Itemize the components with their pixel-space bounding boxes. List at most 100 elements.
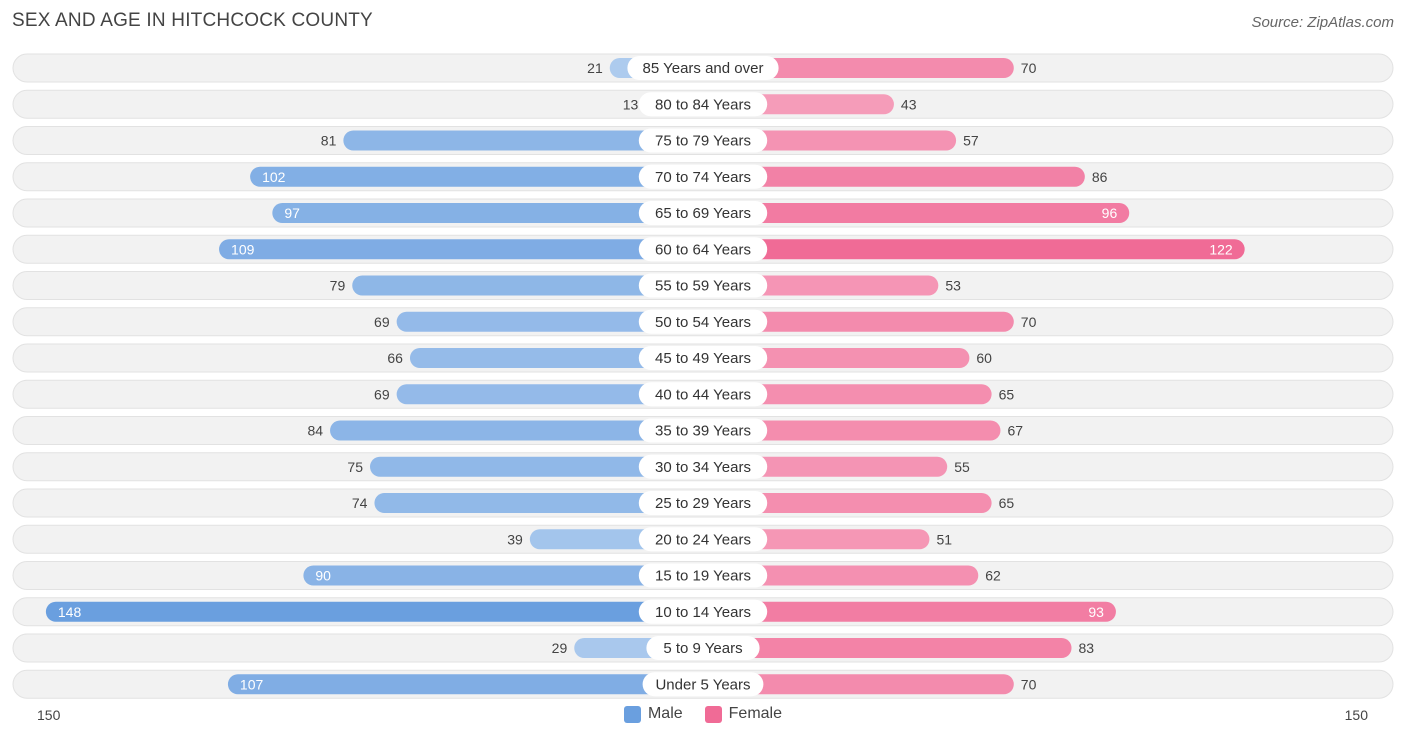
female-value-label: 60 [976,350,992,366]
category-label-pill [638,346,768,370]
male-value-label: 97 [284,205,300,221]
female-value-label: 57 [963,133,979,149]
axis-min-label: 150 [37,707,61,723]
male-bar [352,275,703,296]
category-label-pill [642,672,764,697]
category-label: 75 to 79 Years [655,133,751,150]
category-label-pill [638,527,768,552]
legend-male-label: Male [647,705,683,722]
male-value-label: 66 [387,350,403,366]
male-bar [45,601,703,622]
chart-legend: Male Female [0,705,1406,723]
chart-source: Source: ZipAtlas.com [1251,14,1394,31]
category-label: 45 to 49 Years [655,350,751,367]
male-bar [396,384,703,405]
chart-title: SEX AND AGE IN HITCHCOCK COUNTY [12,10,373,31]
female-bar [703,348,970,368]
category-label-pill [638,599,768,624]
category-label: 55 to 59 Years [655,278,751,295]
male-bar [370,456,703,477]
category-label-pill [646,636,760,660]
category-label: 70 to 74 Years [655,169,751,186]
category-label-pill [638,128,768,153]
female-value-label: 83 [1079,640,1095,656]
male-value-label: 69 [374,386,390,402]
female-value-label: 62 [985,568,1001,584]
category-label: 65 to 69 Years [655,205,751,222]
female-value-label: 70 [1021,676,1037,692]
legend-female[interactable]: Female [704,705,783,723]
category-label: 80 to 84 Years [655,96,751,113]
female-value-label: 70 [1021,60,1037,76]
male-value-label: 69 [374,314,390,330]
female-bar [703,311,1014,332]
category-label: 35 to 39 Years [655,423,751,440]
female-bar [703,58,1014,78]
category-label: Under 5 Years [655,676,750,693]
female-value-label: 53 [945,278,961,294]
male-value-label: 107 [240,676,264,692]
category-label-pill [638,92,768,117]
male-value-label: 74 [352,495,368,511]
category-label: 25 to 29 Years [655,495,751,512]
female-bar [703,384,992,405]
female-bar [703,674,1014,695]
male-value-label: 79 [330,278,346,294]
male-bar [396,311,703,332]
male-value-label: 29 [552,640,568,656]
category-label-pill [638,418,768,443]
male-bar [250,166,703,187]
female-value-label: 86 [1092,169,1108,185]
female-bar [703,565,979,586]
category-label: 85 Years and over [643,60,764,77]
category-label-pill [638,382,768,407]
category-label: 60 to 64 Years [655,241,751,258]
female-bar [703,420,1001,441]
female-bar [703,203,1130,223]
category-label: 50 to 54 Years [655,314,751,331]
female-value-label: 70 [1021,314,1037,330]
category-label-pill [627,56,779,80]
category-label-pill [638,454,768,479]
female-bar [703,239,1245,260]
female-bar [703,130,957,151]
female-value-label: 43 [901,96,917,112]
male-value-label: 109 [231,241,255,257]
female-value-label: 67 [1007,423,1023,439]
male-value-label: 13 [623,96,639,112]
female-value-label: 51 [936,531,952,547]
category-label: 5 to 9 Years [663,640,742,657]
male-bar [330,420,703,441]
male-bar [303,565,703,586]
female-bar [703,166,1085,187]
male-bar [374,493,703,513]
female-bar [703,601,1116,622]
legend-male[interactable]: Male [623,705,683,723]
category-label-pill [638,309,768,334]
female-value-label: 122 [1209,241,1233,257]
legend-female-label: Female [728,705,783,722]
category-label-pill [638,164,768,189]
category-label-pill [638,273,768,298]
male-value-label: 75 [347,459,363,475]
female-value-label: 65 [999,495,1015,511]
axis-max-label: 150 [1344,707,1368,723]
female-value-label: 93 [1088,604,1104,620]
category-label: 20 to 24 Years [655,531,751,548]
male-bar [409,348,703,368]
male-value-label: 39 [507,531,523,547]
male-value-label: 102 [262,169,286,185]
female-bar [703,638,1072,658]
female-value-label: 55 [954,459,970,475]
male-bar [227,674,704,695]
male-bar [343,130,703,151]
category-label-pill [638,237,768,262]
male-value-label: 148 [58,604,82,620]
male-bar [272,203,703,223]
category-label: 40 to 44 Years [655,386,751,403]
category-label: 10 to 14 Years [655,604,751,621]
category-label-pill [638,491,768,515]
male-value-label: 84 [307,423,323,439]
female-value-label: 96 [1102,205,1118,221]
